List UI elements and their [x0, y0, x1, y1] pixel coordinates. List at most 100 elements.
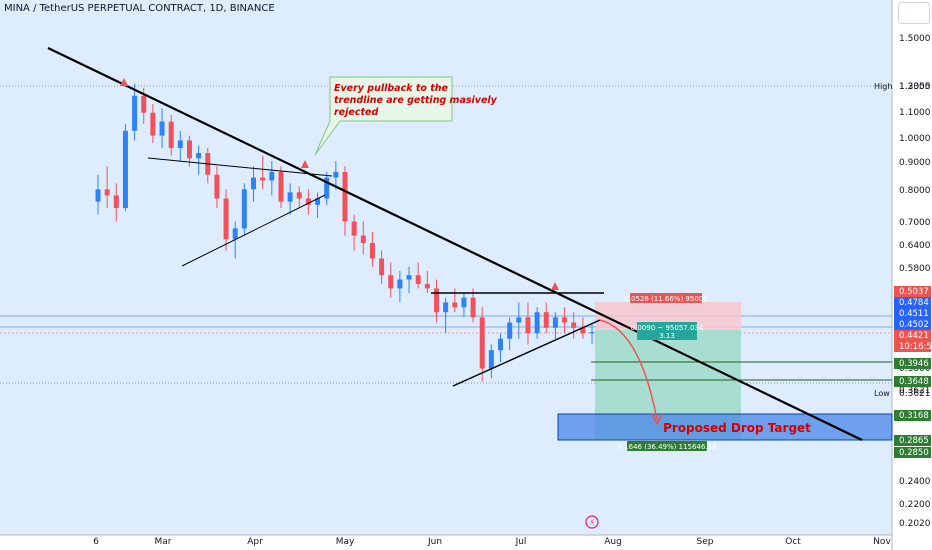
candle-body: [443, 302, 449, 313]
price-label-name: High: [874, 82, 892, 91]
candle-body: [580, 327, 586, 334]
stop-label: 0.0526 (11.66%) 95000: [624, 295, 707, 303]
entry-ratio: 3.13: [659, 332, 675, 340]
candle-body: [589, 332, 595, 334]
candle-body: [241, 189, 247, 229]
x-tick-label: Oct: [785, 537, 801, 547]
x-tick-label: Nov: [873, 537, 891, 547]
x-tick-label: May: [336, 537, 355, 547]
lightning-icon: [585, 515, 599, 529]
price-tag-value: 0.4511: [899, 309, 929, 319]
candle-body: [232, 228, 238, 240]
triangle-lower: [181, 194, 326, 267]
candle-body: [470, 297, 476, 318]
price-tag-bg: [894, 341, 931, 352]
candle-body: [141, 95, 147, 113]
rejection-marker-icon: [551, 282, 559, 290]
x-tick-label: Sep: [697, 537, 714, 547]
y-tick-label: 0.9000: [899, 158, 931, 168]
price-tag-value: 0.5037: [899, 287, 929, 297]
drop-target-label: Proposed Drop Target: [663, 421, 811, 435]
candle-body: [122, 130, 128, 209]
price-tag-bg: [894, 330, 931, 341]
candle-body: [543, 312, 549, 328]
target-label: 0.1646 (36.49%) 115646.39: [618, 443, 717, 451]
y-tick-label: 1.5000: [899, 34, 931, 44]
candle-body: [534, 312, 540, 334]
y-tick-label: 0.2400: [899, 477, 931, 487]
range-bottom: [452, 319, 601, 387]
candle-body: [552, 317, 558, 328]
price-label-value: 0.3621: [899, 389, 931, 399]
settings-button[interactable]: [898, 2, 930, 24]
candle-body: [488, 350, 494, 369]
triangle-upper: [147, 157, 333, 177]
price-tag-bg: [894, 319, 931, 330]
price-tag-value: 10:16:57: [899, 342, 932, 352]
rejection-marker-icon: [301, 160, 309, 168]
stop-label-bg: [630, 293, 702, 303]
candle-body: [507, 322, 513, 339]
entry-label-bg: [637, 322, 697, 340]
candle-body: [516, 317, 522, 323]
candle-body: [159, 121, 165, 136]
candle-body: [525, 317, 531, 334]
candle-body: [168, 121, 174, 148]
candle-body: [388, 275, 394, 289]
y-tick-label: 0.3621: [899, 386, 931, 396]
x-tick-label: 6: [93, 537, 99, 547]
price-label-name: Low: [874, 389, 890, 398]
annotation-line: trendline are getting masively: [334, 95, 498, 106]
y-tick-label: 0.2020: [899, 519, 931, 529]
price-tag-bg: [894, 286, 931, 297]
price-tag-bg: [894, 447, 931, 458]
candle-body: [150, 112, 156, 136]
candle-body: [342, 171, 348, 222]
y-tick-label: 0.8000: [899, 186, 931, 196]
price-tag-bg: [894, 376, 931, 387]
candle-body: [351, 221, 357, 236]
target-label-bg: [627, 441, 707, 451]
candle-body: [95, 189, 101, 202]
y-tick-label: 1.0000: [899, 134, 931, 144]
price-tag-value: 0.2865: [899, 436, 929, 446]
candle-body: [406, 275, 412, 280]
candle-body: [305, 198, 311, 205]
candle-body: [196, 153, 202, 159]
y-tick-label: 1.3000: [899, 82, 931, 92]
candle-body: [296, 192, 302, 199]
y-tick-label: 0.6400: [899, 241, 931, 251]
y-tick-label: 0.2200: [899, 500, 931, 510]
x-tick-label: Aug: [604, 537, 622, 547]
x-tick-label: Apr: [247, 537, 263, 547]
annotation-line: rejected: [334, 107, 378, 118]
time-axis: [0, 535, 892, 550]
candle-body: [132, 95, 138, 131]
x-tick-label: Jun: [427, 537, 442, 547]
candle-body: [278, 171, 284, 202]
lightning-icon-glyph: ⚡: [589, 518, 595, 527]
candle-body: [479, 317, 485, 369]
candle-body: [415, 275, 421, 284]
candle-body: [251, 177, 257, 190]
annotation-callout: [314, 76, 453, 156]
candle-body: [452, 302, 458, 308]
price-tag-value: 0.4421: [899, 331, 929, 341]
candle-body: [333, 171, 339, 178]
chart-title: MINA / TetherUS PERPETUAL CONTRACT, 1D, …: [4, 3, 275, 14]
y-tick-label: 1.1000: [899, 108, 931, 118]
price-tag-bg: [894, 410, 931, 421]
candle-body: [223, 198, 229, 240]
price-tag-value: 0.4502: [899, 320, 929, 330]
candle-body: [324, 177, 330, 199]
candle-body: [104, 189, 110, 196]
annotation-line: Every pullback to the: [334, 83, 449, 94]
price-axis: [892, 0, 932, 550]
candle-body: [260, 177, 266, 181]
candle-body: [360, 235, 366, 244]
candle-body: [287, 192, 293, 202]
candle-body: [571, 322, 577, 328]
candle-body: [397, 279, 403, 289]
